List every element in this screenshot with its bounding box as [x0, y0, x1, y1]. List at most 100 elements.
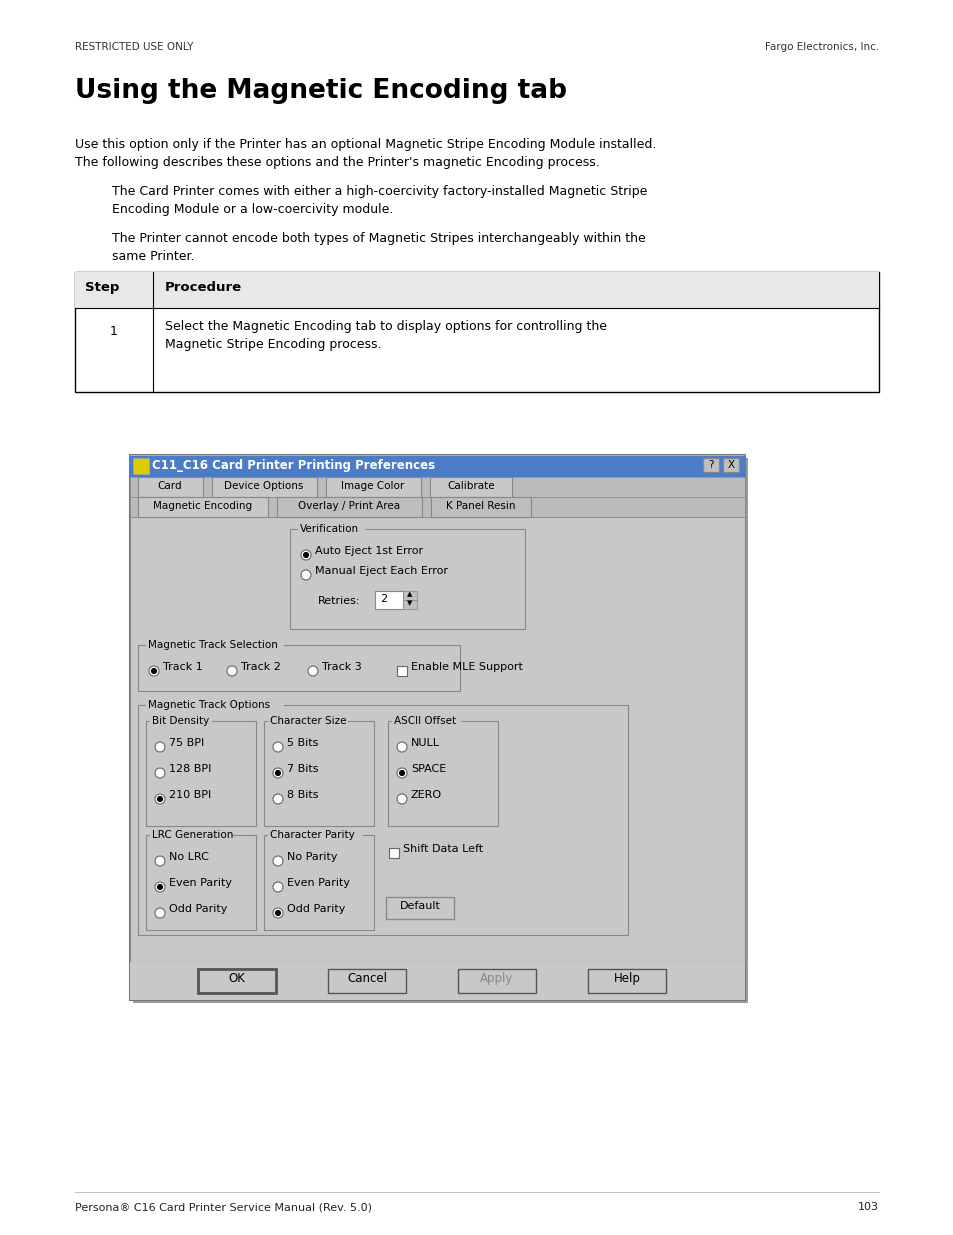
Text: 103: 103	[857, 1202, 878, 1212]
Text: Card: Card	[157, 480, 182, 492]
Text: Magnetic Stripe Encoding process.: Magnetic Stripe Encoding process.	[165, 338, 381, 351]
Bar	[146, 700, 284, 710]
Bar	[326, 477, 420, 496]
Text: No Parity: No Parity	[287, 852, 337, 862]
Text: ▲: ▲	[407, 592, 413, 597]
Bar	[402, 592, 416, 600]
Text: 75 BPI: 75 BPI	[169, 739, 204, 748]
Text: No LRC: No LRC	[169, 852, 209, 862]
Bar	[150, 830, 232, 840]
Circle shape	[273, 768, 283, 778]
Bar	[146, 721, 255, 826]
Text: 128 BPI: 128 BPI	[169, 764, 212, 774]
Bar	[146, 835, 255, 930]
Circle shape	[303, 552, 308, 557]
Circle shape	[157, 797, 162, 802]
Bar	[396, 666, 407, 676]
Bar	[130, 454, 744, 477]
Circle shape	[396, 794, 407, 804]
Circle shape	[273, 856, 283, 866]
Text: Overlay / Print Area: Overlay / Print Area	[297, 501, 399, 511]
Text: Magnetic Track Options: Magnetic Track Options	[148, 700, 270, 710]
Text: Apply: Apply	[479, 972, 513, 986]
Text: Shift Data Left: Shift Data Left	[402, 844, 482, 853]
Text: 1: 1	[110, 325, 118, 338]
Bar	[268, 830, 363, 840]
Bar	[132, 458, 149, 474]
Text: Verification: Verification	[299, 524, 358, 534]
Text: ZERO: ZERO	[411, 790, 441, 800]
Text: The Printer cannot encode both types of Magnetic Stripes interchangeably within : The Printer cannot encode both types of …	[112, 232, 645, 245]
Circle shape	[227, 666, 236, 676]
Circle shape	[273, 742, 283, 752]
Circle shape	[399, 771, 404, 776]
Text: Help: Help	[613, 972, 639, 986]
Bar	[402, 600, 416, 609]
Bar	[146, 640, 284, 650]
Circle shape	[396, 768, 407, 778]
Circle shape	[273, 882, 283, 892]
Bar	[722, 458, 739, 472]
Text: Auto Eject 1st Error: Auto Eject 1st Error	[314, 546, 423, 556]
Text: LRC Generation: LRC Generation	[152, 830, 233, 840]
Text: Odd Parity: Odd Parity	[169, 904, 227, 914]
Circle shape	[154, 856, 165, 866]
Bar	[297, 524, 366, 534]
Text: Calibrate: Calibrate	[447, 480, 495, 492]
Bar	[132, 458, 747, 1003]
Text: Odd Parity: Odd Parity	[287, 904, 345, 914]
Text: Default: Default	[399, 902, 440, 911]
Circle shape	[301, 550, 311, 559]
Bar	[130, 454, 744, 1000]
Circle shape	[275, 771, 280, 776]
Bar	[328, 969, 406, 993]
Text: Enable MLE Support: Enable MLE Support	[411, 662, 522, 672]
Text: ?: ?	[707, 459, 713, 471]
Text: Even Parity: Even Parity	[287, 878, 350, 888]
Bar	[430, 477, 512, 496]
Bar	[138, 496, 268, 517]
Text: 8 Bits: 8 Bits	[287, 790, 318, 800]
Bar	[457, 969, 536, 993]
Text: Bit Density: Bit Density	[152, 716, 209, 726]
Circle shape	[308, 666, 317, 676]
Circle shape	[152, 668, 156, 673]
Text: Even Parity: Even Parity	[169, 878, 232, 888]
Text: Character Size: Character Size	[270, 716, 346, 726]
Text: The Card Printer comes with either a high-coercivity factory-installed Magnetic : The Card Printer comes with either a hig…	[112, 185, 647, 198]
Bar	[392, 716, 461, 726]
Bar	[375, 592, 402, 609]
Bar	[138, 477, 203, 496]
Text: Device Options: Device Options	[224, 480, 303, 492]
Circle shape	[154, 742, 165, 752]
Text: Cancel: Cancel	[347, 972, 387, 986]
Text: Persona® C16 Card Printer Service Manual (Rev. 5.0): Persona® C16 Card Printer Service Manual…	[75, 1202, 372, 1212]
Circle shape	[275, 910, 280, 915]
Bar	[388, 721, 497, 826]
Bar	[130, 962, 744, 1000]
Text: 2: 2	[379, 594, 387, 604]
Circle shape	[149, 666, 159, 676]
Text: Encoding Module or a low-coercivity module.: Encoding Module or a low-coercivity modu…	[112, 203, 393, 216]
Text: Step: Step	[85, 282, 119, 294]
Bar	[198, 969, 275, 993]
Bar	[130, 517, 744, 962]
Text: 7 Bits: 7 Bits	[287, 764, 318, 774]
Text: OK: OK	[229, 972, 245, 986]
Text: ▼: ▼	[407, 600, 413, 606]
Text: The following describes these options and the Printer's magnetic Encoding proces: The following describes these options an…	[75, 156, 599, 169]
Text: Image Color: Image Color	[341, 480, 404, 492]
Circle shape	[154, 794, 165, 804]
Bar	[702, 458, 719, 472]
Bar	[431, 496, 531, 517]
Bar	[587, 969, 665, 993]
Text: same Printer.: same Printer.	[112, 249, 194, 263]
Text: Magnetic Encoding: Magnetic Encoding	[153, 501, 253, 511]
Text: Using the Magnetic Encoding tab: Using the Magnetic Encoding tab	[75, 78, 566, 104]
Text: Track 1: Track 1	[163, 662, 203, 672]
Circle shape	[154, 882, 165, 892]
Bar	[389, 848, 398, 858]
Circle shape	[154, 768, 165, 778]
Text: NULL: NULL	[411, 739, 439, 748]
Bar	[264, 835, 374, 930]
